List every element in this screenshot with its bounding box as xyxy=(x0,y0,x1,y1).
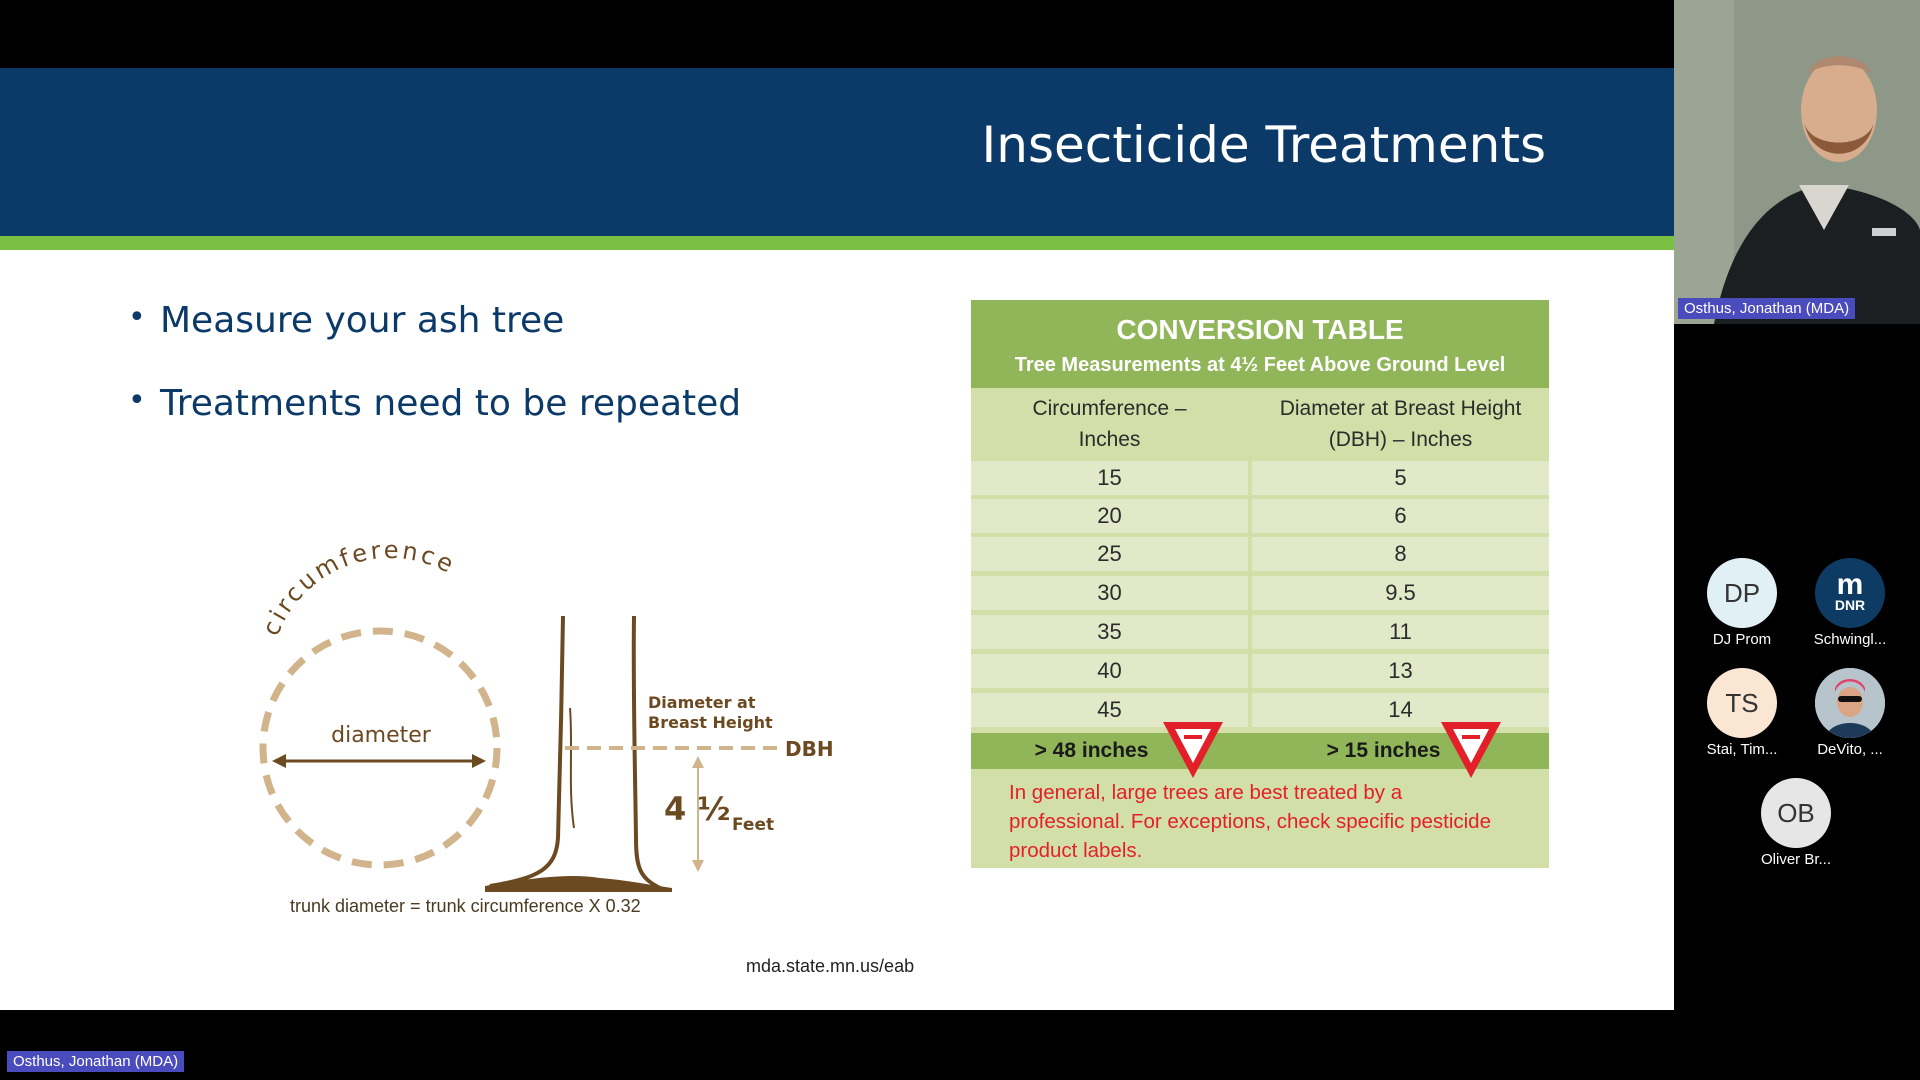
header-accent-bar xyxy=(0,236,1674,250)
summary-dbh: > 15 inches xyxy=(1326,739,1441,762)
arrowhead-right-icon xyxy=(472,754,486,768)
diagram-formula: trunk diameter = trunk circumference X 0… xyxy=(290,896,641,916)
cell-circumference: 15 xyxy=(971,461,1248,495)
circumference-circle xyxy=(259,627,501,869)
avatar: OB xyxy=(1761,778,1831,848)
cell-circumference: 30 xyxy=(971,576,1248,610)
diameter-label: diameter xyxy=(331,723,432,748)
table-row: 30 9.5 xyxy=(971,576,1549,610)
participant-tile[interactable]: m DNR Schwingl... xyxy=(1795,558,1905,648)
slide-url: mda.state.mn.us/eab xyxy=(746,956,915,976)
cell-circumference: 40 xyxy=(971,654,1248,688)
slide-title: Insecticide Treatments xyxy=(981,116,1546,174)
cell-dbh: 13 xyxy=(1252,654,1549,688)
trunk-bark-line xyxy=(569,707,575,829)
height-value: 4 ½ xyxy=(664,790,731,828)
speaker-name-tag: Osthus, Jonathan (MDA) xyxy=(1678,298,1856,319)
conversion-table-title: CONVERSION TABLE xyxy=(1116,314,1404,345)
participant-tile[interactable]: DP DJ Prom xyxy=(1687,558,1797,648)
dbh-heading-line1: Diameter at xyxy=(648,693,756,712)
table-row: 25 8 xyxy=(971,537,1549,571)
table-row: 35 11 xyxy=(971,615,1549,649)
presentation-slide: Insecticide Treatments • Measure your ash… xyxy=(0,68,1674,1010)
participant-name: Oliver Br... xyxy=(1760,851,1831,868)
cell-dbh: 9.5 xyxy=(1252,576,1549,610)
speaker-video-tile[interactable]: Osthus, Jonathan (MDA) xyxy=(1674,0,1920,324)
arrowhead-down-icon xyxy=(692,860,704,872)
cell-circumference: 45 xyxy=(971,693,1248,727)
arrowhead-up-icon xyxy=(692,756,704,768)
avatar: DP xyxy=(1707,558,1777,628)
yield-sign-icon xyxy=(1441,722,1501,778)
bullet-item: • Measure your ash tree xyxy=(128,300,565,341)
cell-dbh: 8 xyxy=(1252,537,1549,571)
conversion-table-subtitle: Tree Measurements at 4½ Feet Above Groun… xyxy=(1014,354,1506,376)
table-row: 15 5 xyxy=(971,461,1549,495)
conversion-table: CONVERSION TABLE Tree Measurements at 4½… xyxy=(971,300,1549,868)
conversion-table-header: CONVERSION TABLE Tree Measurements at 4½… xyxy=(971,300,1549,388)
yield-sign-icon xyxy=(1163,722,1223,778)
participant-tile[interactable]: TS Stai, Tim... xyxy=(1687,668,1797,758)
participant-tile[interactable]: DeVito, ... xyxy=(1795,668,1905,758)
speaker-silhouette xyxy=(1674,0,1920,324)
table-row: 45 14 xyxy=(971,693,1549,727)
participant-name: Stai, Tim... xyxy=(1706,741,1778,758)
participant-name: Schwingl... xyxy=(1813,631,1887,648)
cell-circumference: 20 xyxy=(971,499,1248,533)
participant-name: DJ Prom xyxy=(1712,631,1772,648)
participant-tile[interactable]: OB Oliver Br... xyxy=(1741,778,1851,868)
cell-dbh: 11 xyxy=(1252,615,1549,649)
participant-name: DeVito, ... xyxy=(1817,741,1883,758)
circumference-label: circumference xyxy=(257,536,461,640)
tree-trunk-icon xyxy=(489,615,661,890)
bullet-list: • Measure your ash tree • Treatments need … xyxy=(126,300,741,466)
summary-circumference: > 48 inches xyxy=(1034,739,1149,762)
cell-dbh: 6 xyxy=(1252,499,1549,533)
column-header-circumference: Circumference – Inches xyxy=(971,391,1248,457)
tree-measurement-diagram: circumference diameter Diameter at Breas… xyxy=(257,536,834,892)
cell-circumference: 35 xyxy=(971,615,1248,649)
slide-header: Insecticide Treatments xyxy=(0,68,1674,236)
avatar: TS xyxy=(1707,668,1777,738)
cell-dbh: 5 xyxy=(1252,461,1549,495)
dbh-abbrev: DBH xyxy=(785,737,834,761)
bullet-item: • Treatments need to be repeated xyxy=(128,383,742,424)
dnr-logo-icon: m DNR xyxy=(1815,558,1885,628)
cell-dbh: 14 xyxy=(1252,693,1549,727)
dbh-heading-line2: Breast Height xyxy=(648,713,773,732)
cell-circumference: 25 xyxy=(971,537,1248,571)
tree-roots-icon xyxy=(485,875,672,892)
participant-photo-icon xyxy=(1815,668,1885,738)
arrowhead-left-icon xyxy=(272,754,286,768)
height-unit: Feet xyxy=(732,815,774,835)
table-row: 40 13 xyxy=(971,654,1549,688)
conversion-note: In general, large trees are best treated… xyxy=(1009,781,1491,862)
table-row: 20 6 xyxy=(971,499,1549,533)
column-header-dbh: Diameter at Breast Height (DBH) – Inches xyxy=(1252,391,1549,457)
active-speaker-label: Osthus, Jonathan (MDA) xyxy=(7,1051,185,1072)
